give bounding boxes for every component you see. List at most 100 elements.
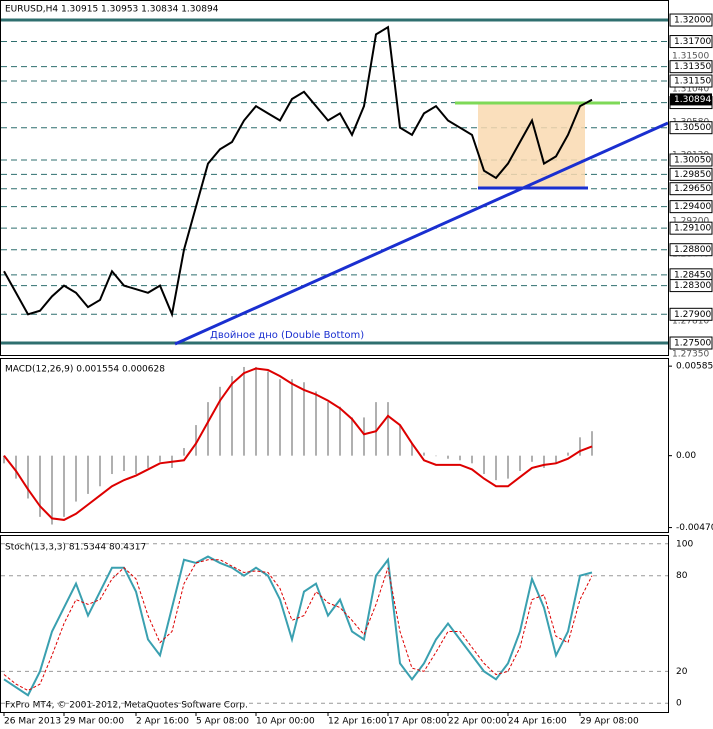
price-title: EURUSD,H4 1.30915 1.30953 1.30834 1.3089… [5, 5, 219, 15]
minor-tick-label: 1.29200 [672, 216, 709, 226]
macd-bar [483, 455, 485, 475]
macd-bar [495, 455, 497, 481]
macd-bar [519, 455, 521, 471]
signal-line [3, 367, 593, 521]
macd-bar [567, 452, 569, 456]
macd-bar [87, 455, 89, 494]
y-tick-label: 20 [676, 667, 688, 677]
y-tick-label: 1.29650 [674, 184, 711, 194]
stoch-signal [3, 559, 593, 692]
macd-bar [579, 437, 581, 456]
y-tick-label: 1.28300 [674, 281, 711, 291]
y-tick-label: 1.27500 [674, 339, 711, 349]
macd-bar [375, 402, 377, 456]
tick-box [669, 307, 713, 321]
macd-bar [435, 455, 437, 457]
x-tick-label: 29 Apr 08:00 [580, 717, 639, 727]
tick-box [669, 35, 713, 49]
minor-tick-label: 1.27810 [672, 316, 709, 326]
y-tick-label: 1.31150 [674, 77, 711, 87]
y-tick-label: 1.31350 [674, 62, 711, 72]
y-tick-label: 1.31700 [674, 37, 711, 47]
tick-box [669, 200, 713, 214]
macd-bar [99, 455, 101, 487]
trendline [174, 121, 669, 346]
macd-bar [3, 455, 5, 464]
tick-box [669, 74, 713, 88]
macd-bar [147, 455, 149, 468]
macd-bar [507, 455, 509, 479]
annotation: Двойное дно (Double Bottom) [210, 330, 364, 341]
x-tick-label: 5 Apr 08:00 [196, 717, 249, 727]
x-tick-label: 24 Apr 16:00 [508, 717, 567, 727]
macd-bar [219, 386, 221, 456]
macd-bar [243, 366, 245, 456]
macd-bar [255, 366, 257, 456]
x-tick-label: 29 Mar 00:00 [64, 717, 124, 727]
tick-box [669, 13, 713, 27]
macd-bar [75, 455, 77, 502]
y-tick-label: 1.30500 [674, 123, 711, 133]
macd-title: MACD(12,26,9) 0.001554 0.000628 [5, 365, 165, 375]
stoch-panel [0, 535, 669, 713]
macd-bar [471, 455, 473, 464]
macd-bar [591, 431, 593, 456]
macd-bar [15, 455, 17, 479]
stoch-main [3, 555, 593, 697]
tick-box [669, 182, 713, 196]
y-tick-label: 1.28800 [674, 245, 711, 255]
y-tick-label: -0.004700 [676, 523, 713, 533]
macd-bar [327, 402, 329, 456]
minor-tick-label: 1.31500 [672, 51, 709, 61]
tick-box [669, 121, 713, 135]
y-tick-label: 1.29400 [674, 202, 711, 212]
x-tick-label: 10 Apr 00:00 [256, 717, 315, 727]
macd-bar [315, 391, 317, 456]
stoch-title: Stoch(13,3,3) 81.5344 80.4317 [5, 543, 146, 553]
minor-tick-label: 1.27350 [672, 349, 709, 359]
x-tick-label: 22 Apr 00:00 [448, 717, 507, 727]
macd-bar [279, 379, 281, 456]
tick-box [669, 60, 713, 74]
macd-bar [459, 455, 461, 461]
pattern-box [478, 103, 585, 188]
macd-bar [291, 379, 293, 456]
macd-bar [207, 402, 209, 456]
macd-bar [51, 455, 53, 525]
macd-bar [447, 455, 449, 459]
y-tick-label: 1.32000 [674, 16, 711, 26]
tick-box [669, 221, 713, 235]
macd-bar [387, 402, 389, 456]
y-tick-label: 1.29100 [674, 224, 711, 234]
macd-bar [39, 455, 41, 517]
y-tick-label: 0.005853 [676, 362, 713, 372]
tick-box [669, 336, 713, 350]
y-tick-label: 1.28450 [674, 270, 711, 280]
macd-bar [159, 455, 161, 462]
macd-bar [183, 448, 185, 456]
macd-bar [123, 455, 125, 471]
macd-bar [231, 376, 233, 456]
minor-tick-label: 1.31040 [672, 84, 709, 94]
y-tick-label: 80 [676, 571, 688, 581]
tick-box [669, 167, 713, 181]
macd-bar [351, 417, 353, 456]
price-line [3, 25, 593, 318]
macd-bar [411, 443, 413, 456]
tick-box [669, 153, 713, 167]
macd-bar [399, 425, 401, 456]
y-tick-label: 1.27900 [674, 310, 711, 320]
macd-bar [423, 452, 425, 456]
x-tick-label: 26 Mar 2013 [4, 717, 61, 727]
macd-bar [339, 406, 341, 456]
macd-bar [267, 371, 269, 456]
x-tick-label: 12 Apr 16:00 [328, 717, 387, 727]
current-price: 1.30894 [674, 95, 711, 105]
y-tick-label: 1.29850 [674, 170, 711, 180]
macd-panel [0, 358, 669, 533]
macd-bar [303, 382, 305, 456]
macd-bar [195, 425, 197, 456]
macd-bar [135, 455, 137, 475]
